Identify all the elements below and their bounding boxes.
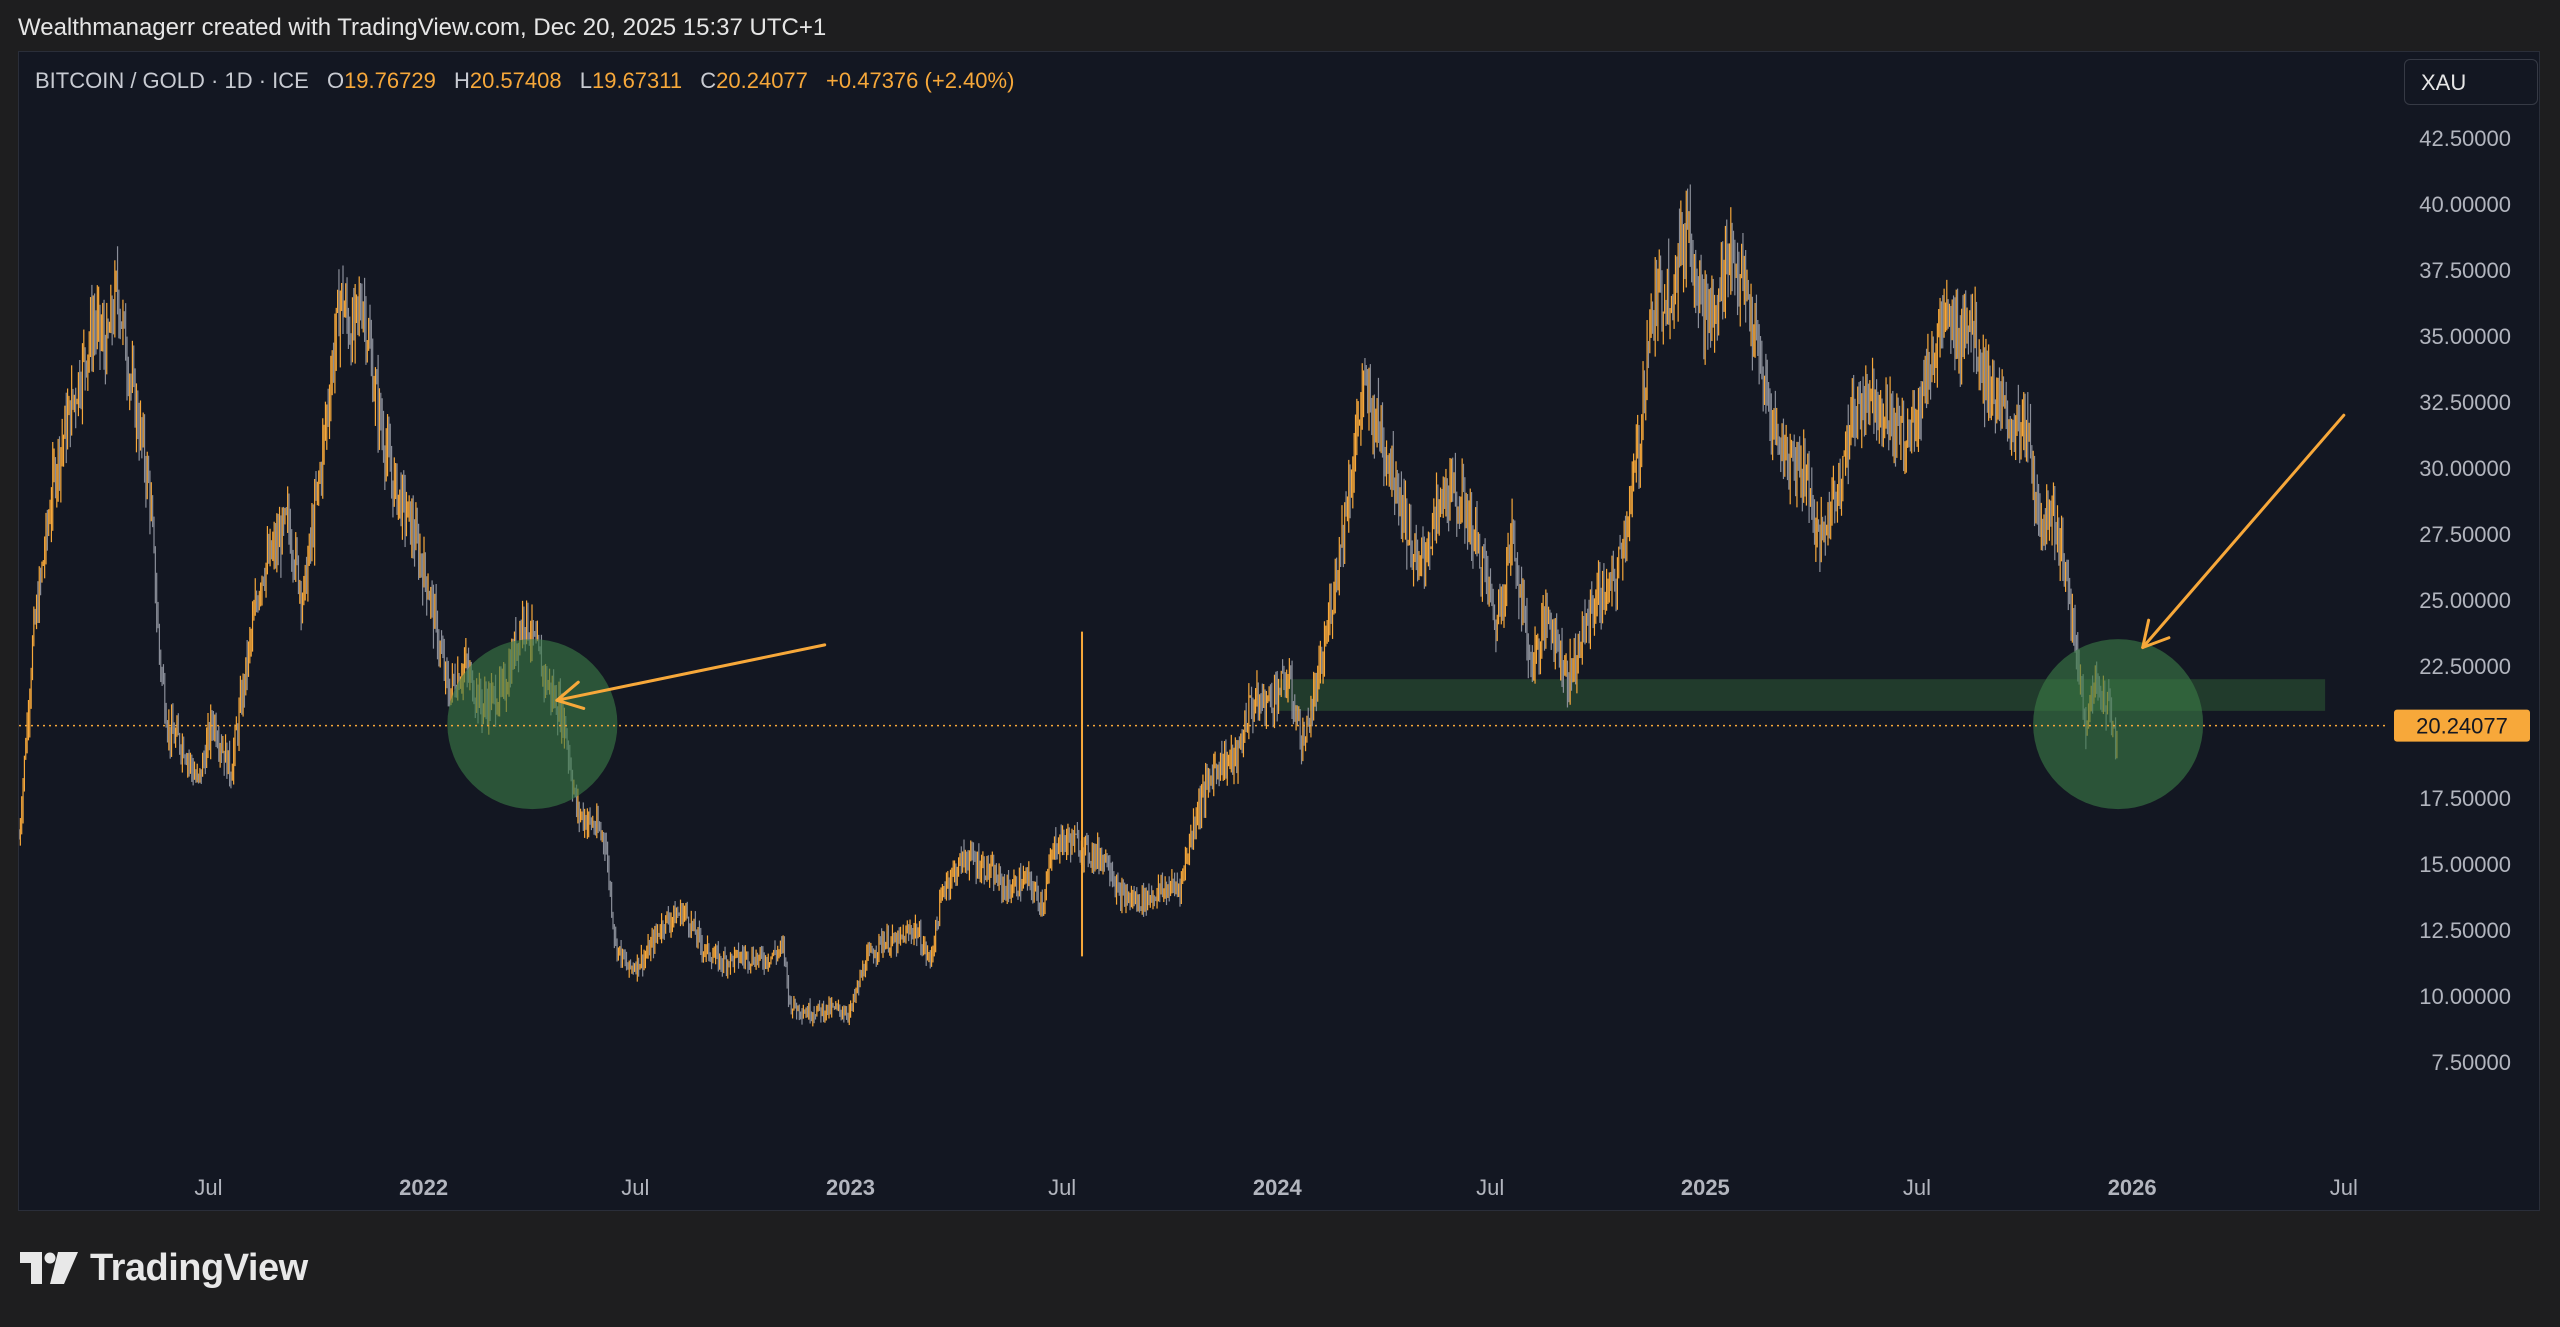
tradingview-logo[interactable]: TradingView bbox=[20, 1243, 308, 1293]
x-axis-tick-label: Jul bbox=[621, 1175, 649, 1200]
y-axis-tick-label: 35.00000 bbox=[2419, 324, 2511, 349]
currency-badge[interactable]: XAU bbox=[2404, 59, 2538, 105]
highlight-circle-2 bbox=[2033, 639, 2204, 810]
tradingview-logo-icon bbox=[20, 1252, 78, 1284]
legend-high-label: H bbox=[453, 68, 470, 93]
highlight-circle-1 bbox=[447, 639, 618, 810]
arrow-head-2 bbox=[2141, 618, 2171, 650]
x-axis-tick-label: 2023 bbox=[826, 1175, 875, 1200]
arrow-1 bbox=[555, 643, 827, 702]
x-axis-tick-label: Jul bbox=[1476, 1175, 1504, 1200]
y-axis-tick-label: 22.50000 bbox=[2419, 654, 2511, 679]
y-axis-tick-label: 10.00000 bbox=[2419, 984, 2511, 1009]
y-axis-tick-label: 15.00000 bbox=[2419, 852, 2511, 877]
x-axis-tick-label: 2025 bbox=[1681, 1175, 1730, 1200]
current-price-label: 20.24077 bbox=[2416, 714, 2508, 739]
y-axis-tick-label: 42.50000 bbox=[2419, 126, 2511, 151]
legend-low-label: L bbox=[579, 68, 592, 93]
legend-open-value: 19.76729 bbox=[344, 68, 436, 93]
x-axis-tick-label: Jul bbox=[1903, 1175, 1931, 1200]
arrow-2 bbox=[2141, 413, 2346, 650]
legend-close-label: C bbox=[700, 68, 717, 93]
price-chart[interactable]: 20.24077 7.50000 10.00000 12.50000 15.00000… bbox=[19, 52, 2539, 1210]
x-axis-tick-label: Jul bbox=[194, 1175, 222, 1200]
legend-symbol[interactable]: BITCOIN / GOLD · 1D · ICE bbox=[35, 68, 309, 93]
x-axis-tick-label: 2026 bbox=[2108, 1175, 2157, 1200]
y-axis-tick-label: 7.50000 bbox=[2431, 1050, 2511, 1075]
y-axis-tick-label: 25.00000 bbox=[2419, 588, 2511, 613]
y-axis-tick-label: 27.50000 bbox=[2419, 522, 2511, 547]
y-axis-tick-label: 12.50000 bbox=[2419, 918, 2511, 943]
y-axis-tick-label: 37.50000 bbox=[2419, 258, 2511, 283]
attribution-text: Wealthmanagerr created with TradingView.… bbox=[18, 14, 827, 41]
legend-low-value: 19.67311 bbox=[591, 68, 683, 93]
x-axis-tick-label: 2022 bbox=[399, 1175, 448, 1200]
legend-close-value: 20.24077 bbox=[716, 68, 808, 93]
y-axis-tick-label: 40.00000 bbox=[2419, 192, 2511, 217]
y-axis-tick-label: 30.00000 bbox=[2419, 456, 2511, 481]
arrow-head-1 bbox=[555, 680, 586, 710]
chart-panel[interactable]: 20.24077 7.50000 10.00000 12.50000 15.00000… bbox=[18, 51, 2540, 1211]
tradingview-logo-text: TradingView bbox=[90, 1246, 308, 1289]
legend-high-value: 20.57408 bbox=[469, 68, 562, 93]
legend-open-label: O bbox=[326, 68, 345, 93]
current-price-tag bbox=[2394, 709, 2530, 742]
ohlc-legend: BITCOIN / GOLD · 1D · ICE O19.76729 H20.… bbox=[35, 68, 1014, 94]
legend-change-value: +0.47376 (+2.40%) bbox=[826, 68, 1015, 93]
x-axis-tick-label: Jul bbox=[2330, 1175, 2358, 1200]
y-axis-tick-label: 32.50000 bbox=[2419, 390, 2511, 415]
y-axis-tick-label: 17.50000 bbox=[2419, 786, 2511, 811]
x-axis-tick-label: Jul bbox=[1048, 1175, 1076, 1200]
x-axis-tick-label: 2024 bbox=[1253, 1175, 1303, 1200]
